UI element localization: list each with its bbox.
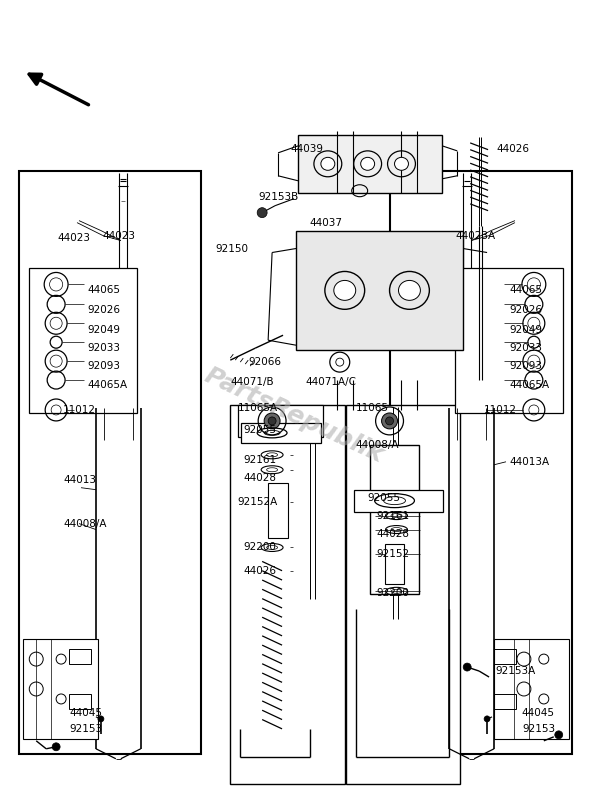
Text: 44026: 44026 [496, 144, 529, 154]
Text: 44023: 44023 [103, 231, 136, 240]
Circle shape [98, 716, 104, 721]
Text: 92153B: 92153B [258, 192, 299, 201]
Text: 92093: 92093 [87, 361, 120, 371]
Text: 44065: 44065 [87, 285, 120, 296]
Text: PartsRepublik: PartsRepublik [201, 364, 388, 467]
Text: 44023: 44023 [57, 233, 90, 243]
Text: 92200: 92200 [376, 588, 409, 598]
Text: 92055: 92055 [243, 425, 276, 435]
Text: 92026: 92026 [87, 305, 120, 316]
Text: 92153A: 92153A [495, 666, 535, 676]
Text: 44071A/C: 44071A/C [305, 377, 356, 387]
Ellipse shape [334, 280, 356, 300]
Bar [230, 405, 345, 784]
Bar [69, 649, 91, 664]
Circle shape [484, 716, 490, 721]
Text: 44037: 44037 [310, 217, 343, 228]
Bar [296, 231, 463, 350]
Circle shape [268, 417, 276, 425]
Circle shape [382, 413, 398, 429]
Circle shape [386, 417, 393, 425]
Bar [455, 268, 562, 413]
Text: 44045: 44045 [69, 708, 102, 718]
Bar [494, 639, 569, 739]
Text: 44026: 44026 [243, 566, 276, 576]
Circle shape [555, 731, 562, 739]
Bar [385, 544, 405, 584]
Circle shape [257, 208, 267, 217]
Bar [370, 445, 419, 594]
Text: 92055: 92055 [368, 493, 401, 503]
Text: 44013: 44013 [63, 475, 96, 485]
Text: 92152A: 92152A [237, 497, 277, 507]
Text: 44023A: 44023A [455, 231, 495, 240]
Bar [268, 483, 288, 538]
Text: 92161: 92161 [376, 511, 410, 521]
Bar [494, 649, 516, 664]
Circle shape [463, 663, 471, 671]
Text: 44008/A: 44008/A [356, 439, 399, 450]
Text: 11065: 11065 [356, 403, 389, 413]
Text: 44028: 44028 [376, 528, 409, 539]
Bar [24, 639, 98, 739]
Bar [19, 171, 201, 753]
Text: 92033: 92033 [87, 344, 120, 353]
Text: 44065: 44065 [509, 285, 542, 296]
Bar [241, 423, 321, 443]
Text: 44028: 44028 [243, 473, 276, 483]
Bar [29, 268, 137, 413]
Ellipse shape [360, 157, 375, 170]
Text: 92049: 92049 [87, 325, 120, 336]
Circle shape [264, 413, 280, 429]
Text: 92026: 92026 [509, 305, 542, 316]
Text: 92066: 92066 [248, 357, 281, 367]
Ellipse shape [395, 157, 408, 170]
Text: 11012: 11012 [484, 405, 517, 415]
Bar [494, 694, 516, 709]
Text: 11065A: 11065A [239, 403, 279, 413]
Text: 44008/A: 44008/A [63, 519, 107, 529]
Text: 92150: 92150 [216, 244, 249, 253]
Text: 92049: 92049 [509, 325, 542, 336]
Bar [298, 135, 442, 193]
Text: 92161: 92161 [243, 455, 276, 465]
Bar [389, 171, 572, 753]
Text: 92153: 92153 [522, 724, 555, 733]
Text: 44065A: 44065A [87, 380, 127, 390]
Text: 44065A: 44065A [509, 380, 549, 390]
Ellipse shape [399, 280, 421, 300]
Bar [354, 490, 444, 511]
Text: 44039: 44039 [290, 144, 323, 154]
Text: 92093: 92093 [509, 361, 542, 371]
Text: 92200: 92200 [243, 543, 276, 552]
Text: 11012: 11012 [63, 405, 96, 415]
Text: 44045: 44045 [522, 708, 555, 718]
Ellipse shape [321, 157, 335, 170]
Text: 44071/B: 44071/B [230, 377, 274, 387]
Text: 92153: 92153 [69, 724, 102, 733]
Bar [69, 694, 91, 709]
Circle shape [52, 743, 60, 751]
Bar [239, 405, 323, 437]
Text: 92033: 92033 [509, 344, 542, 353]
Text: 44013A: 44013A [509, 457, 549, 467]
Text: 92152: 92152 [376, 550, 410, 559]
Bar [346, 405, 460, 784]
